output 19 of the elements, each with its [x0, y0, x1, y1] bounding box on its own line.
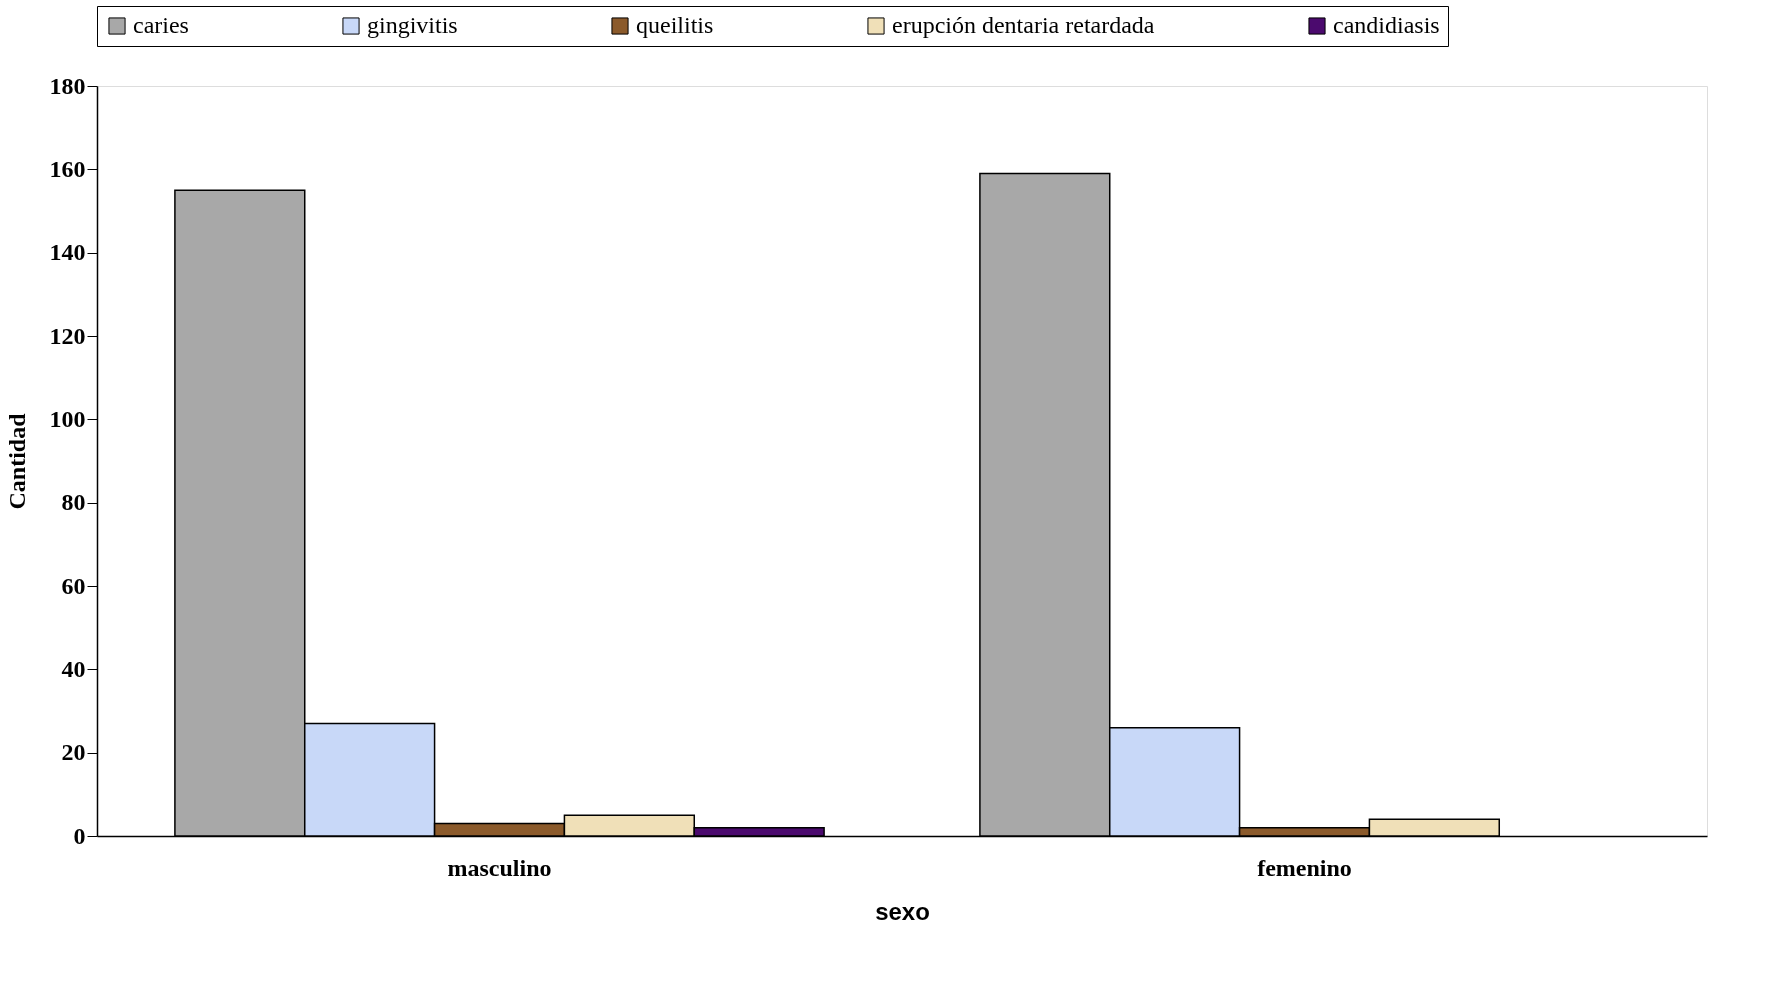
- legend-label: caries: [133, 12, 189, 38]
- y-tick-label: 80: [61, 489, 86, 516]
- y-tick-label: 180: [49, 72, 86, 99]
- y-tick-label: 120: [49, 322, 86, 349]
- x-tick-label: femenino: [1257, 854, 1352, 881]
- y-tick-label: 40: [61, 655, 86, 682]
- y-tick-label: 140: [49, 239, 86, 266]
- y-tick-label: 20: [61, 739, 86, 766]
- y-tick-label: 60: [61, 572, 86, 599]
- legend-label: queilitis: [636, 12, 714, 38]
- y-tick-label: 160: [49, 155, 86, 182]
- legend-label: erupción dentaria retardada: [892, 12, 1155, 38]
- legend-label: candidiasis: [1333, 12, 1440, 38]
- x-axis-title: sexo: [875, 897, 930, 925]
- y-axis-title: Cantidad: [3, 412, 30, 510]
- x-tick-label: masculino: [447, 854, 552, 881]
- y-tick-label: 100: [49, 405, 86, 432]
- y-tick-label: 0: [73, 822, 86, 849]
- legend-label: gingivitis: [367, 12, 458, 38]
